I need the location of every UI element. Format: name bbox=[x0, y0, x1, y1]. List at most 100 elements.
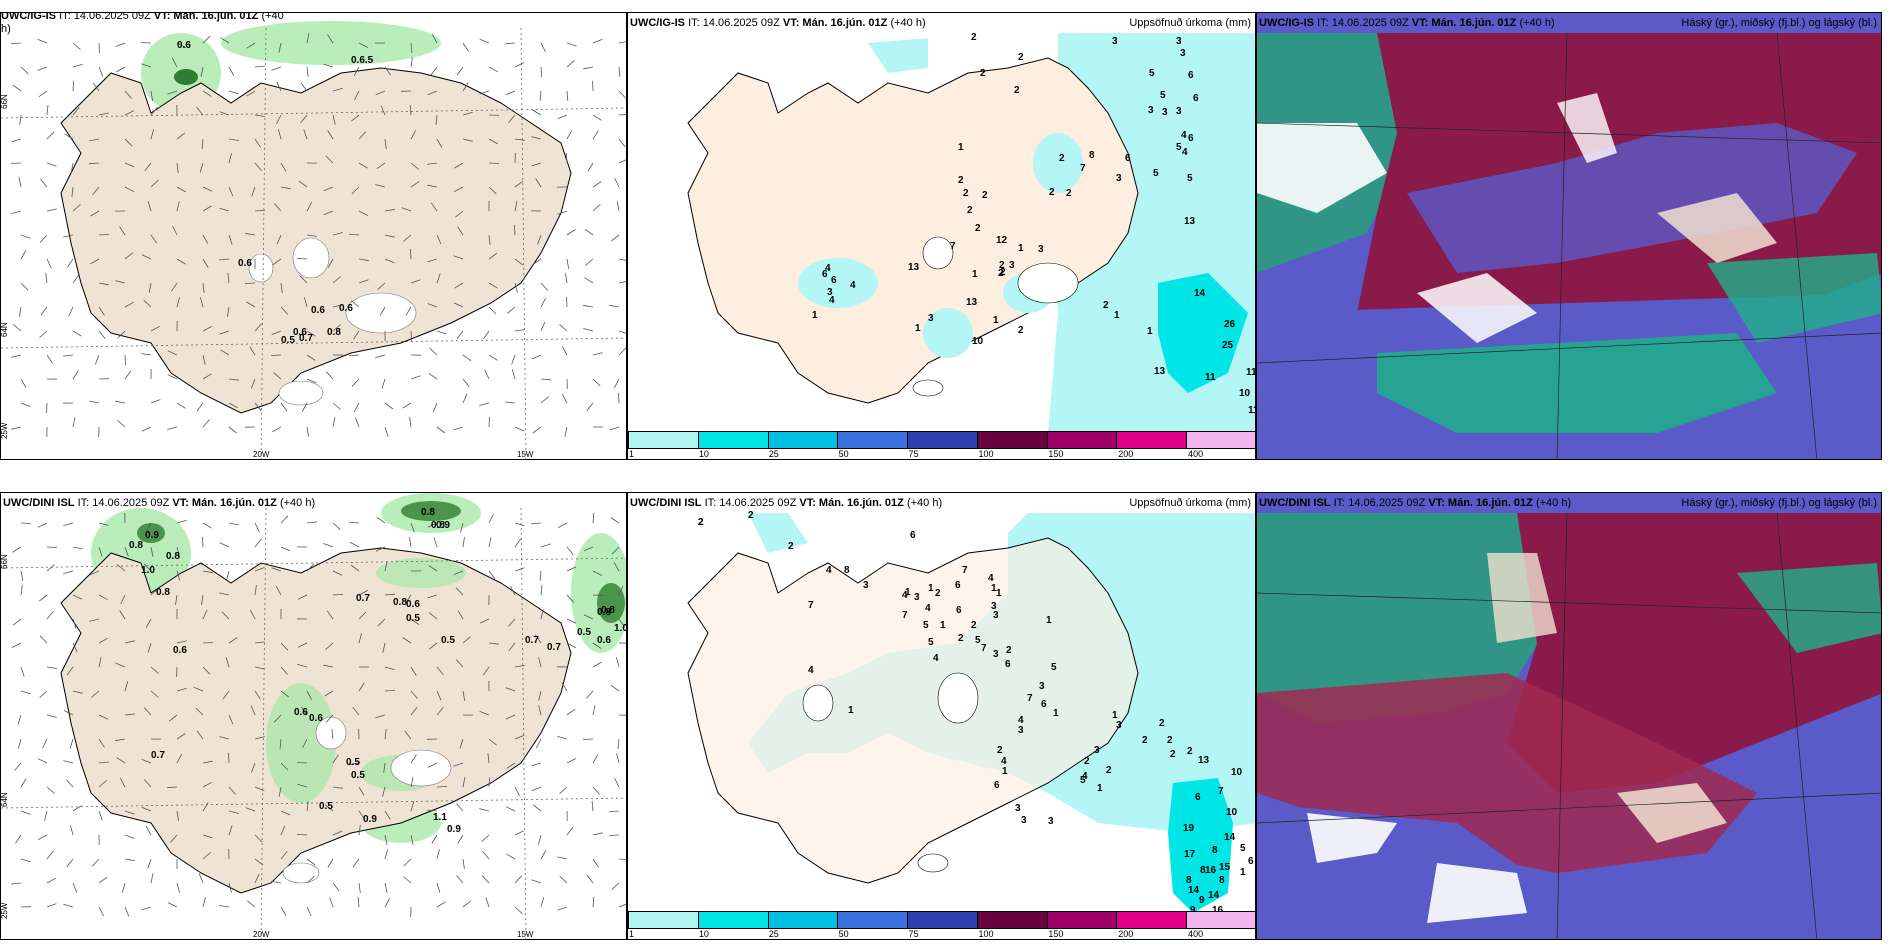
wind-barb bbox=[219, 592, 230, 596]
wind-barb bbox=[592, 786, 600, 795]
wind-barb bbox=[436, 138, 443, 148]
colorbar-swatch bbox=[1047, 432, 1118, 448]
wind-barb bbox=[202, 852, 211, 860]
wind-barb bbox=[145, 826, 152, 836]
wind-barb bbox=[540, 282, 548, 291]
value-label: 13 bbox=[1184, 216, 1196, 227]
wind-barb bbox=[150, 90, 153, 101]
wind-barb bbox=[98, 780, 107, 788]
wind-barb bbox=[297, 594, 308, 600]
wind-barb bbox=[592, 642, 602, 649]
wind-barb bbox=[479, 711, 490, 716]
colorbar-label: 10 bbox=[698, 929, 709, 939]
wind-barb bbox=[19, 114, 22, 125]
wind-barb bbox=[280, 762, 289, 771]
wind-barb bbox=[46, 877, 56, 884]
wind-barb bbox=[12, 546, 22, 553]
wind-barb bbox=[63, 234, 74, 238]
lead-time: (+40 h) bbox=[890, 17, 926, 29]
wind-barb bbox=[436, 426, 446, 434]
wind-barb bbox=[325, 642, 334, 650]
wind-barb bbox=[228, 637, 238, 644]
wind-barb bbox=[200, 66, 204, 77]
init-time: IT: 14.06.2025 09Z bbox=[704, 497, 797, 509]
value-label: 4 bbox=[1082, 771, 1088, 782]
wind-barb bbox=[358, 810, 366, 820]
wind-barb bbox=[457, 834, 464, 844]
wind-barb bbox=[202, 760, 213, 764]
vt-label: VT: bbox=[1428, 497, 1445, 509]
wind-barb bbox=[250, 609, 256, 620]
wind-barb bbox=[170, 834, 178, 843]
wind-barb bbox=[246, 900, 256, 908]
panel-bot-left-wind-map: 20W 15W 66N 64N 25W 0.8 0.9 0.8 1.0 0.8 0.8 0.… bbox=[0, 492, 627, 940]
wind-barb bbox=[11, 138, 22, 143]
wind-barb bbox=[429, 347, 438, 356]
wind-barb bbox=[401, 207, 412, 212]
value-label: 2 bbox=[1084, 756, 1090, 767]
wind-barb bbox=[218, 258, 230, 261]
wind-barb bbox=[303, 129, 308, 140]
wind-barb bbox=[349, 542, 360, 548]
wind-barb bbox=[89, 138, 100, 142]
value-label: 3 bbox=[1176, 106, 1182, 117]
value-label: 6 bbox=[994, 780, 1000, 791]
wind-barb bbox=[117, 330, 126, 339]
wind-barb bbox=[514, 786, 520, 797]
value-label: 14 bbox=[1224, 832, 1236, 843]
wind-barb bbox=[98, 330, 106, 340]
wind-barb bbox=[228, 90, 239, 95]
wind-barb bbox=[72, 805, 82, 812]
wind-barb bbox=[592, 114, 602, 121]
wind-barb bbox=[124, 90, 132, 99]
wind-barb bbox=[427, 184, 438, 188]
wind-barb bbox=[20, 66, 29, 75]
value-label: 6 bbox=[955, 580, 961, 591]
value-label: 2 bbox=[1006, 645, 1012, 656]
wind-barb bbox=[488, 282, 498, 289]
value-label: 19 bbox=[1183, 823, 1195, 834]
wind-barb bbox=[453, 570, 464, 575]
wind-barb bbox=[98, 234, 110, 236]
value-label: 2 bbox=[980, 68, 986, 79]
value-label: 3 bbox=[1009, 260, 1015, 271]
wind-barb bbox=[384, 561, 388, 572]
wind-barbs bbox=[10, 33, 626, 438]
wind-barb bbox=[124, 858, 135, 861]
wind-barb bbox=[46, 208, 57, 212]
wind-barb bbox=[245, 807, 256, 812]
value-label: 0.8 bbox=[601, 605, 615, 616]
wind-barb bbox=[592, 378, 601, 387]
wind-barb bbox=[228, 66, 235, 76]
value-label: 2 bbox=[698, 517, 704, 528]
wind-barb bbox=[98, 657, 102, 668]
wind-barb bbox=[566, 826, 574, 836]
wind-barb bbox=[591, 800, 594, 812]
wind-barb bbox=[325, 155, 334, 164]
wind-barb bbox=[46, 714, 57, 718]
value-label: 6 bbox=[956, 605, 962, 616]
wind-barb bbox=[219, 330, 230, 335]
wind-barb bbox=[618, 585, 624, 596]
wind-barb bbox=[276, 114, 282, 125]
value-label: 3 bbox=[991, 601, 997, 612]
wind-barb bbox=[98, 637, 108, 644]
wind-barb bbox=[98, 876, 108, 884]
value-label: 1 bbox=[915, 323, 921, 334]
wind-barb bbox=[616, 657, 620, 668]
wind-barb bbox=[540, 897, 545, 908]
wind-barb bbox=[198, 873, 204, 884]
colorbar-label: 10 bbox=[698, 449, 709, 459]
wind-barb bbox=[246, 90, 256, 97]
wind-barb bbox=[617, 738, 620, 749]
wind-barb bbox=[592, 832, 603, 836]
wind-barb bbox=[124, 810, 135, 815]
wind-barb bbox=[582, 738, 594, 740]
wind-barb bbox=[254, 858, 264, 866]
wind-barb bbox=[249, 346, 256, 356]
wind-barb bbox=[306, 330, 316, 337]
value-label: 0.5 bbox=[351, 770, 365, 781]
wind-barb bbox=[202, 897, 206, 908]
wind-barb bbox=[487, 753, 490, 764]
wind-barb bbox=[202, 609, 208, 620]
